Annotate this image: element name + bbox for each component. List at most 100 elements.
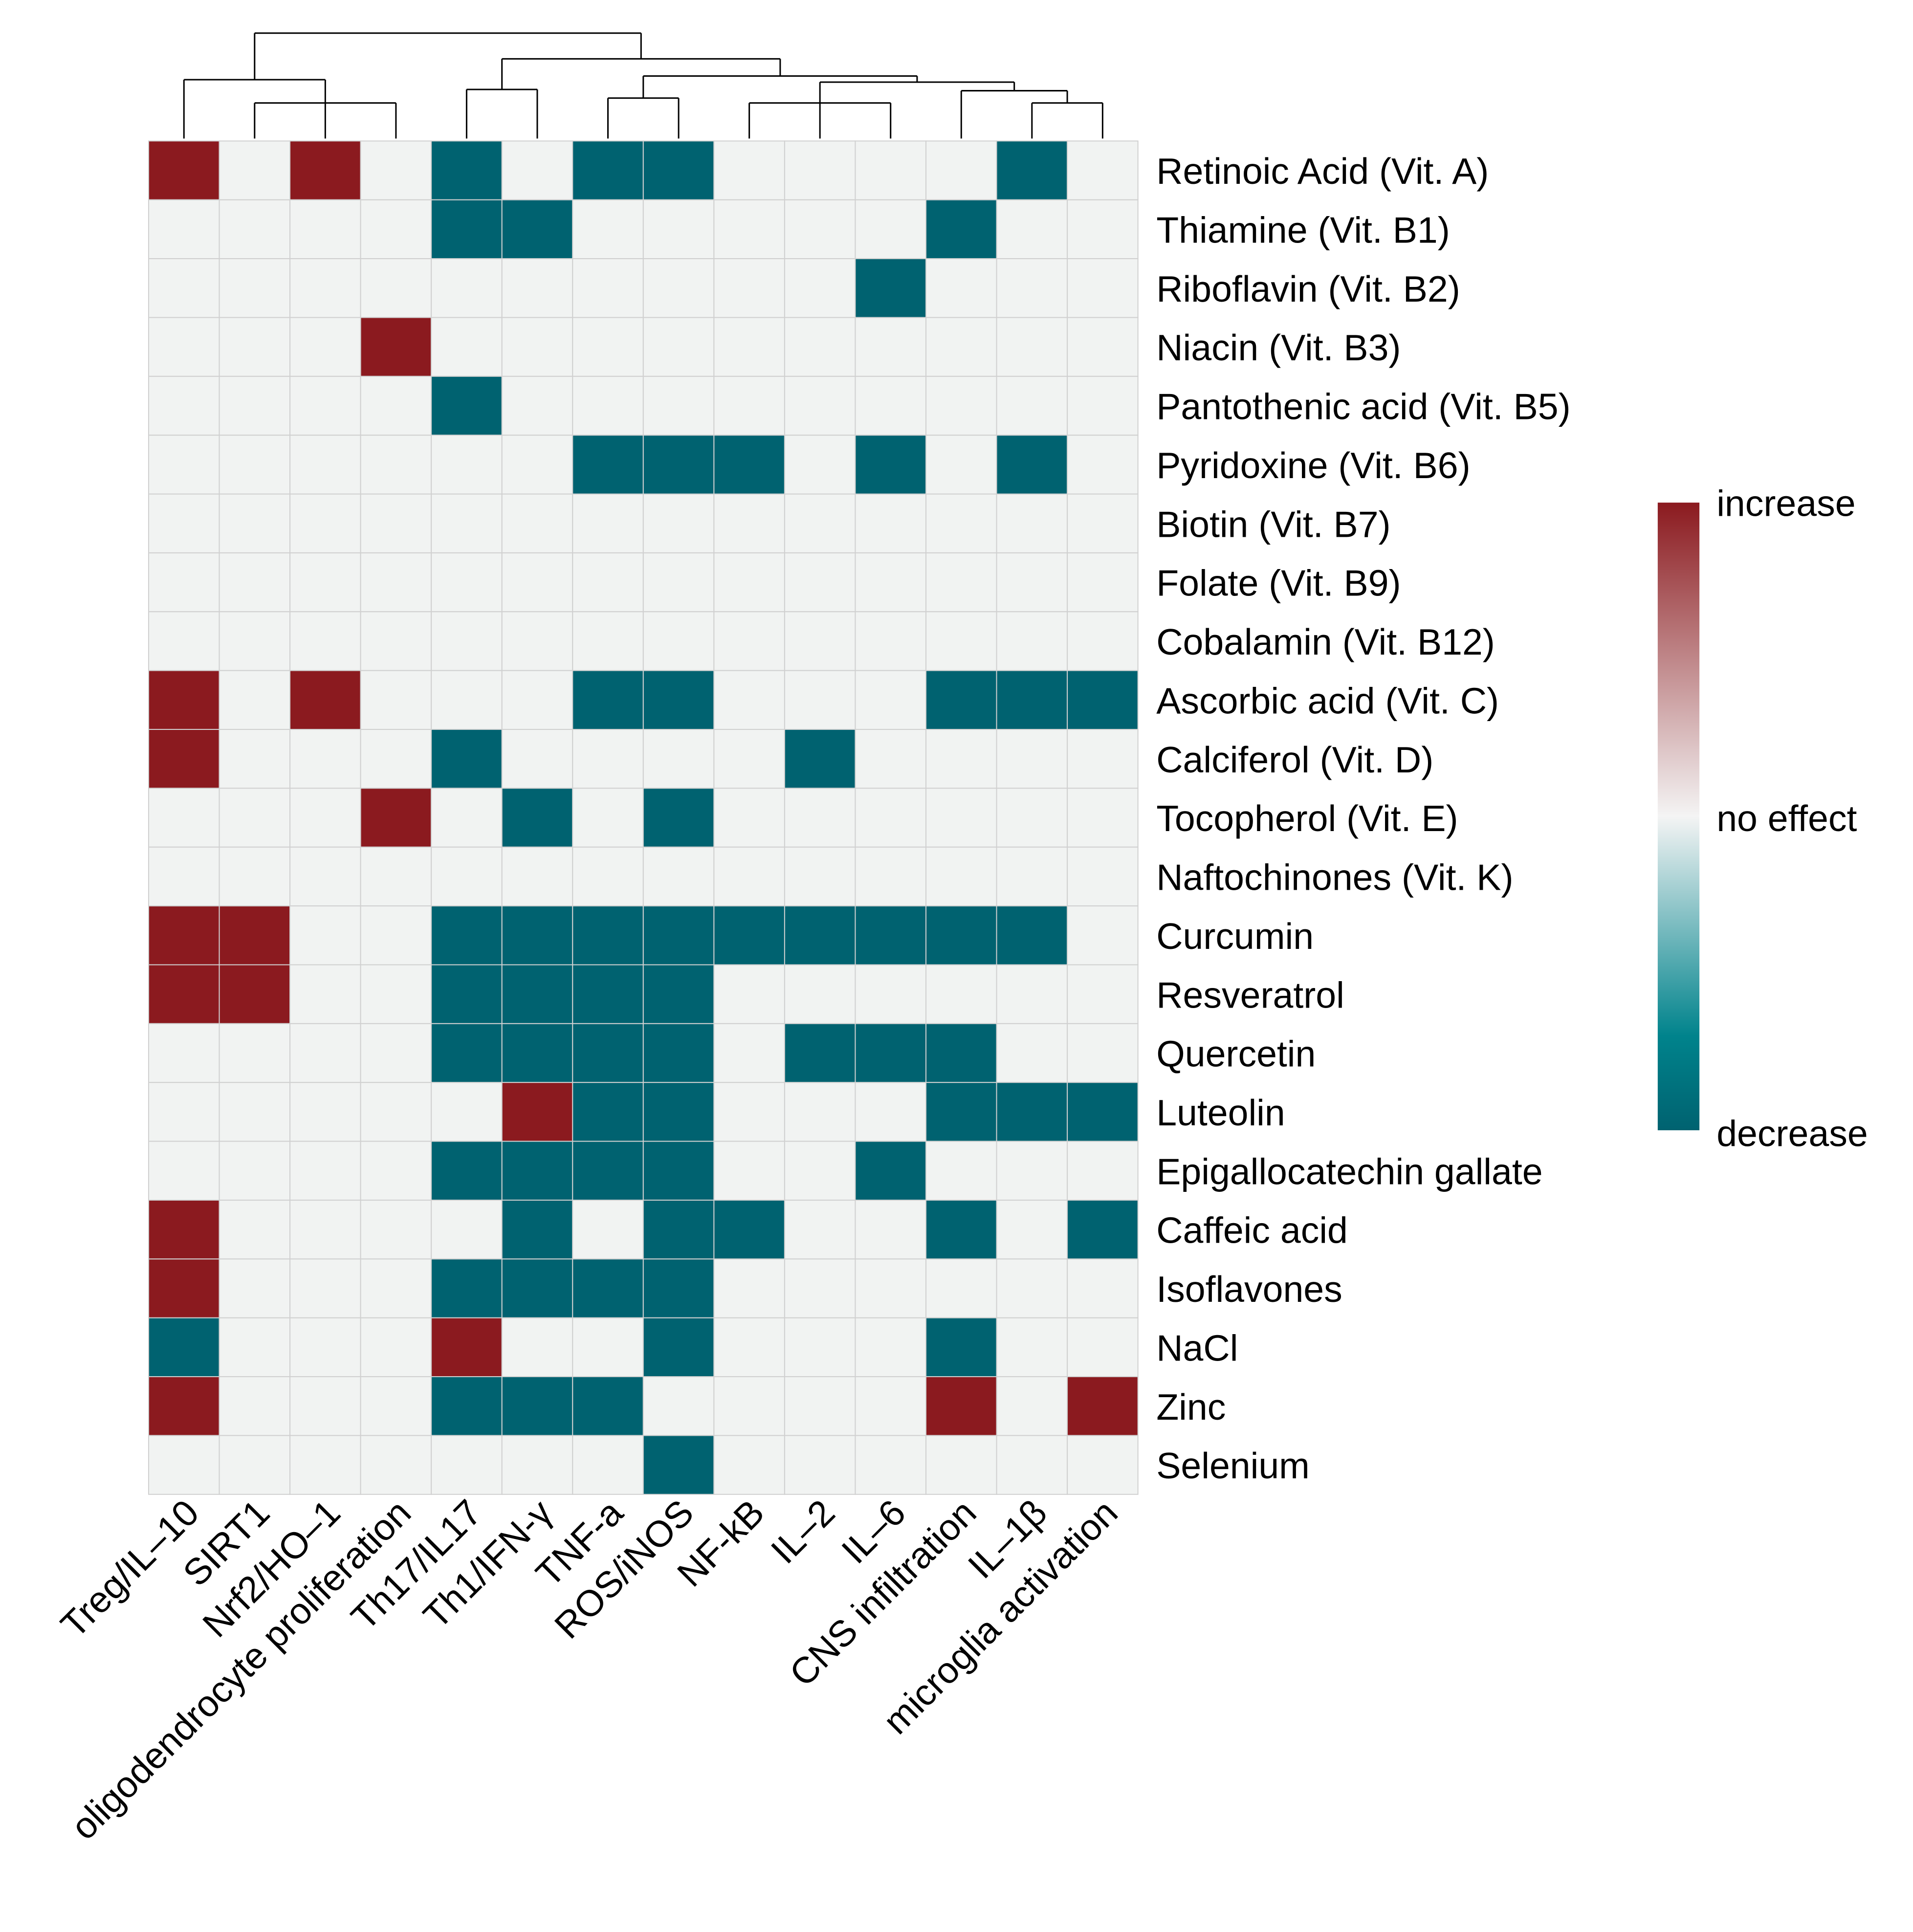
heatmap-cell: [431, 1141, 503, 1201]
heatmap-cell: [1067, 670, 1139, 730]
heatmap-cell: [148, 964, 220, 1024]
heatmap-cell: [572, 375, 644, 436]
heatmap-cell: [289, 258, 361, 318]
heatmap-cell: [360, 1082, 432, 1142]
heatmap-cell: [713, 435, 785, 495]
heatmap-cell: [501, 1023, 573, 1083]
heatmap-cell: [360, 1258, 432, 1318]
heatmap-cell: [642, 1199, 715, 1260]
heatmap-cell: [925, 199, 997, 260]
heatmap-cell: [925, 1199, 997, 1260]
row-label: Isoflavones: [1156, 1269, 1342, 1310]
heatmap-cell: [1067, 1376, 1139, 1436]
heatmap-cell: [1067, 493, 1139, 553]
heatmap-cell: [572, 729, 644, 789]
legend-color-bar: [1657, 503, 1700, 1131]
heatmap-cells: [148, 140, 1139, 1495]
heatmap-cell: [996, 1023, 1068, 1083]
heatmap-cell: [360, 964, 432, 1024]
heatmap-cell: [855, 1317, 926, 1378]
row-label: Riboflavin (Vit. B2): [1156, 268, 1460, 309]
heatmap-cell: [289, 964, 361, 1024]
row-label: Caffeic acid: [1156, 1210, 1348, 1251]
heatmap-cell: [996, 1376, 1068, 1436]
heatmap-cell: [784, 905, 856, 966]
heatmap-cell: [360, 1199, 432, 1260]
heatmap-cell: [289, 199, 361, 260]
heatmap-cell: [431, 199, 503, 260]
heatmap-cell: [925, 1082, 997, 1142]
heatmap-cell: [501, 199, 573, 260]
heatmap-cell: [431, 1082, 503, 1142]
heatmap-cell: [925, 1376, 997, 1436]
heatmap-cell: [289, 375, 361, 436]
heatmap-cell: [1067, 964, 1139, 1024]
heatmap-cell: [855, 729, 926, 789]
row-label: Naftochinones (Vit. K): [1156, 857, 1513, 898]
heatmap-cell: [501, 846, 573, 907]
heatmap-cell: [996, 317, 1068, 377]
heatmap-cell: [572, 1317, 644, 1378]
heatmap-cell: [784, 1317, 856, 1378]
heatmap-cell: [642, 611, 715, 671]
heatmap-cell: [219, 1317, 291, 1378]
heatmap-cell: [855, 1141, 926, 1201]
row-label: Resveratrol: [1156, 974, 1344, 1015]
legend-label-no-effect: no effect: [1716, 798, 1857, 839]
heatmap-cell: [996, 1199, 1068, 1260]
heatmap-cell: [501, 493, 573, 553]
heatmap-cell: [572, 1023, 644, 1083]
heatmap-cell: [501, 1199, 573, 1260]
row-label: Luteolin: [1156, 1092, 1285, 1133]
heatmap-cell: [572, 1199, 644, 1260]
heatmap-cell: [713, 905, 785, 966]
row-label: Calciferol (Vit. D): [1156, 739, 1433, 780]
heatmap-cell: [289, 552, 361, 613]
heatmap-cell: [431, 1317, 503, 1378]
row-label: Epigallocatechin gallate: [1156, 1151, 1542, 1192]
heatmap-cell: [1067, 1023, 1139, 1083]
heatmap-cell: [713, 493, 785, 553]
heatmap-cell: [501, 317, 573, 377]
heatmap-cell: [572, 1258, 644, 1318]
heatmap-cell: [360, 729, 432, 789]
heatmap-cell: [219, 140, 291, 200]
heatmap-cell: [713, 258, 785, 318]
heatmap-cell: [713, 140, 785, 200]
heatmap-cell: [642, 1376, 715, 1436]
heatmap-cell: [219, 729, 291, 789]
heatmap-cell: [219, 611, 291, 671]
heatmap-cell: [642, 258, 715, 318]
heatmap-cell: [431, 670, 503, 730]
heatmap-cell: [148, 1141, 220, 1201]
heatmap-cell: [431, 258, 503, 318]
heatmap-cell: [855, 964, 926, 1024]
heatmap-cell: [148, 788, 220, 848]
legend-label-decrease: decrease: [1716, 1113, 1868, 1154]
row-label: Selenium: [1156, 1445, 1310, 1486]
row-label: Retinoic Acid (Vit. A): [1156, 151, 1489, 192]
heatmap-cell: [925, 729, 997, 789]
heatmap-cell: [148, 846, 220, 907]
heatmap-cell: [148, 317, 220, 377]
heatmap-cell: [713, 1435, 785, 1495]
heatmap-cell: [996, 375, 1068, 436]
heatmap-cell: [855, 258, 926, 318]
heatmap-cell: [431, 788, 503, 848]
heatmap-cell: [855, 611, 926, 671]
heatmap-cell: [925, 1023, 997, 1083]
heatmap-cell: [572, 670, 644, 730]
heatmap-cell: [219, 1376, 291, 1436]
heatmap-cell: [996, 552, 1068, 613]
heatmap-cell: [642, 1023, 715, 1083]
heatmap-cell: [431, 1023, 503, 1083]
heatmap-cell: [572, 964, 644, 1024]
heatmap-cell: [996, 1435, 1068, 1495]
heatmap-cell: [925, 846, 997, 907]
heatmap-cell: [713, 199, 785, 260]
heatmap-cell: [642, 1141, 715, 1201]
heatmap-cell: [642, 788, 715, 848]
heatmap-cell: [501, 1141, 573, 1201]
heatmap-cell: [148, 435, 220, 495]
heatmap-cell: [642, 1082, 715, 1142]
